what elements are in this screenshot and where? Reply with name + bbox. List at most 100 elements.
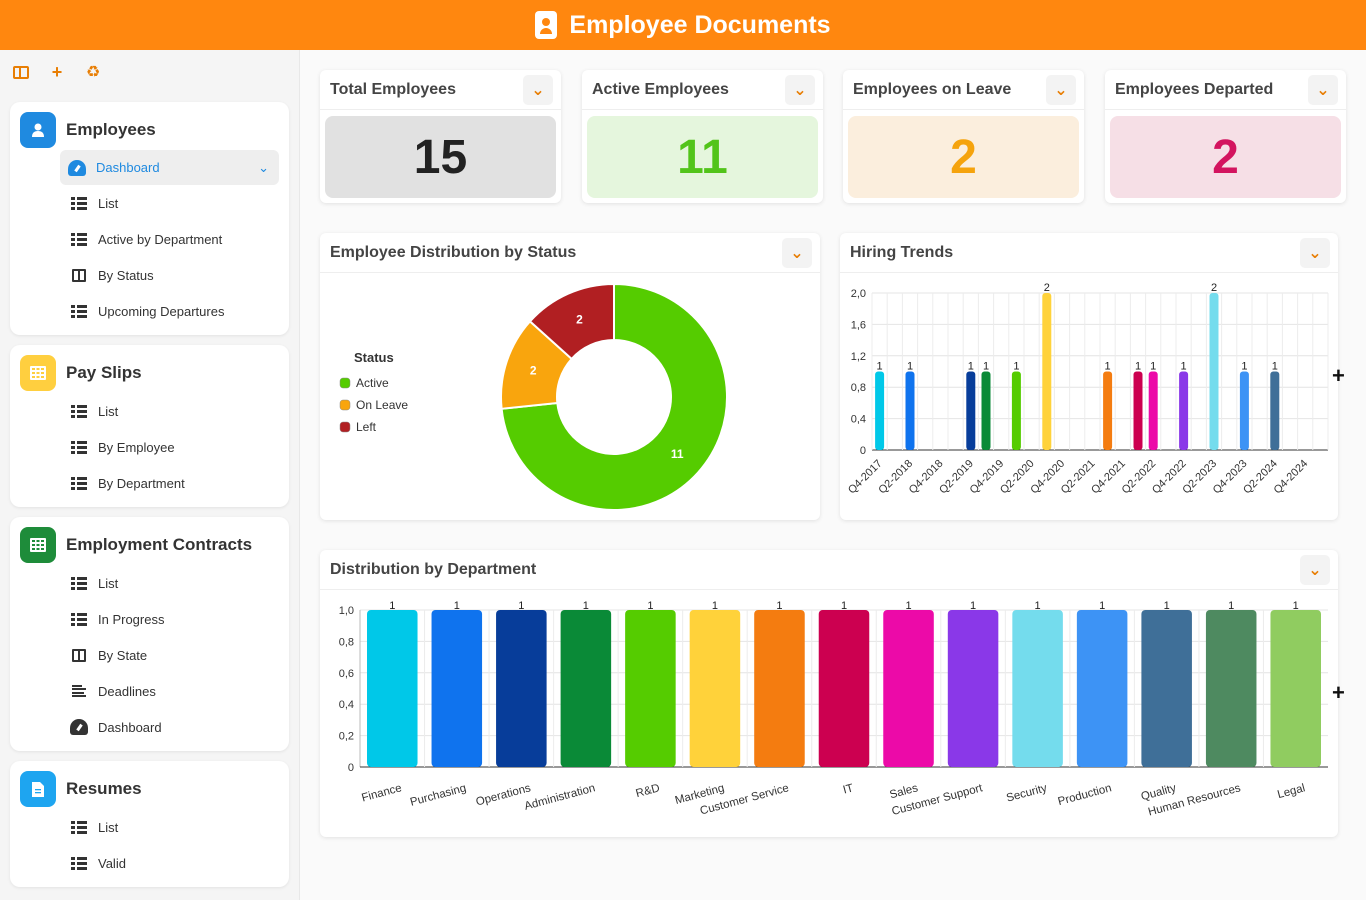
chevron-down-icon[interactable]: ⌄ (785, 74, 815, 105)
bar (947, 610, 999, 767)
chevron-down-icon[interactable]: ⌄ (1308, 74, 1338, 105)
section-title: Resumes (66, 779, 142, 798)
data-label: 1 (1013, 361, 1019, 373)
sidebar-item-list[interactable]: List (10, 185, 289, 221)
sidebar-item-by-status[interactable]: By Status (10, 257, 289, 293)
sidebar-section-employees: Employees Dashboard ⌄ List Active by Dep… (10, 102, 289, 335)
section-title: Pay Slips (66, 363, 142, 382)
id-badge-icon (535, 11, 558, 39)
y-tick-label: 0,8 (851, 382, 866, 394)
recycle-icon[interactable]: ♻ (85, 64, 101, 81)
table-icon (70, 576, 88, 590)
sidebar-item-in-progress[interactable]: In Progress (10, 601, 289, 637)
sidebar-section-resumes: Resumes List Valid (10, 761, 289, 887)
sidebar-item-label: List (98, 819, 119, 835)
section-header[interactable]: Pay Slips (10, 353, 289, 393)
chevron-down-icon[interactable]: ⌄ (782, 237, 812, 268)
bar (981, 371, 991, 450)
section-header[interactable]: Resumes (10, 769, 289, 809)
data-label: 1 (776, 600, 782, 612)
chevron-down-icon[interactable]: ⌄ (258, 159, 269, 175)
card-title: Distribution by Department (330, 560, 537, 578)
sidebar-item-active-by-department[interactable]: Active by Department (10, 221, 289, 257)
bar (966, 371, 976, 450)
bar (875, 371, 885, 450)
grid-icon (20, 527, 56, 563)
sidebar-section-employment-contracts: Employment Contracts List In Progress By… (10, 517, 289, 751)
x-tick-label: Q4-2024 (1272, 458, 1311, 497)
sidebar-item-by-employee[interactable]: By Employee (10, 429, 289, 465)
sidebar-item-dashboard[interactable]: Dashboard ⌄ (60, 150, 279, 185)
data-label: 2 (1044, 282, 1050, 294)
sidebar-item-deadlines[interactable]: Deadlines (10, 673, 289, 709)
bar (560, 610, 612, 767)
x-tick-label: Production (1057, 782, 1113, 808)
legend-label: Left (356, 420, 377, 434)
data-label: 1 (968, 361, 974, 373)
kpi-value: 15 (325, 116, 556, 198)
chevron-down-icon[interactable]: ⌄ (1300, 554, 1330, 585)
panel-icon[interactable] (12, 63, 30, 81)
sidebar-item-by-state[interactable]: By State (10, 637, 289, 673)
x-tick-label: Purchasing (409, 782, 468, 808)
kpi-card-total: Total Employees ⌄ 15 (320, 70, 561, 203)
hiring-trends-card: Hiring Trends ⌄ 0 0,4 0,8 1,2 1,6 2,0 1 1 1 1 1 2 1 1 1… (840, 233, 1338, 520)
bar (1148, 371, 1158, 450)
department-chart-card: Distribution by Department ⌄ 0 0,2 0,4 0,6 0,… (320, 550, 1338, 837)
app-header: Employee Documents (0, 0, 1366, 50)
hiring-bar-chart: 00,40,81,21,62,01 1 1 1 121 1 1 121 1Q4-2017Q2-2… (846, 282, 1329, 497)
add-widget-icon[interactable]: + (1332, 363, 1345, 388)
data-label: 1 (983, 361, 989, 373)
data-label: 1 (1164, 600, 1170, 612)
grid-icon (20, 355, 56, 391)
y-tick-label: 0,4 (851, 414, 866, 426)
table-icon (70, 856, 88, 870)
kpi-title: Employees on Leave (853, 80, 1012, 98)
sidebar-item-dashboard[interactable]: Dashboard (10, 709, 289, 745)
sidebar-item-list[interactable]: List (10, 393, 289, 429)
section-header[interactable]: Employees (10, 110, 289, 150)
legend-label: On Leave (356, 398, 408, 412)
kpi-value: 11 (587, 116, 818, 198)
chevron-down-icon[interactable]: ⌄ (1300, 237, 1330, 268)
sidebar-item-label: Active by Department (98, 231, 223, 247)
kpi-card-departed: Employees Departed ⌄ 2 (1105, 70, 1346, 203)
bar (431, 610, 483, 767)
card-title: Hiring Trends (850, 243, 954, 261)
data-label: 2 (576, 312, 583, 326)
sidebar-item-label: Deadlines (98, 683, 156, 699)
document-icon (20, 771, 56, 807)
kpi-title: Total Employees (330, 80, 456, 98)
data-label: 1 (1293, 600, 1299, 612)
legend-swatch (339, 421, 351, 433)
sidebar-item-upcoming-departures[interactable]: Upcoming Departures (10, 293, 289, 329)
data-label: 2 (1211, 282, 1217, 294)
sidebar-item-list[interactable]: List (10, 565, 289, 601)
plus-icon[interactable]: + (51, 61, 63, 82)
sidebar-item-list[interactable]: List (10, 809, 289, 845)
add-widget-icon[interactable]: + (1332, 680, 1345, 705)
section-header[interactable]: Employment Contracts (10, 525, 289, 565)
sidebar-item-label: Dashboard (98, 719, 162, 735)
sidebar-item-label: By Employee (98, 439, 175, 455)
sidebar-item-label: List (98, 575, 119, 591)
sidebar-item-valid[interactable]: Valid (10, 845, 289, 881)
chevron-down-icon[interactable]: ⌄ (523, 74, 553, 105)
board-icon (70, 648, 88, 662)
legend-swatch (339, 377, 351, 389)
bar (1012, 610, 1063, 767)
y-tick-label: 0,8 (339, 636, 354, 648)
data-label: 1 (647, 600, 653, 612)
table-icon (70, 612, 88, 626)
gauge-icon (70, 719, 88, 735)
x-tick-label: Administration (523, 782, 596, 812)
kpi-card-on-leave: Employees on Leave ⌄ 2 (843, 70, 1084, 203)
x-tick-label: Finance (360, 782, 403, 804)
bar (1209, 293, 1219, 450)
section-title: Employees (66, 120, 156, 139)
y-tick-label: 1,2 (851, 351, 866, 363)
sidebar-item-label: In Progress (98, 611, 165, 627)
chevron-down-icon[interactable]: ⌄ (1046, 74, 1076, 105)
sidebar: + ♻ Employees Dashboard ⌄ List Active by… (0, 50, 300, 900)
sidebar-item-by-department[interactable]: By Department (10, 465, 289, 501)
